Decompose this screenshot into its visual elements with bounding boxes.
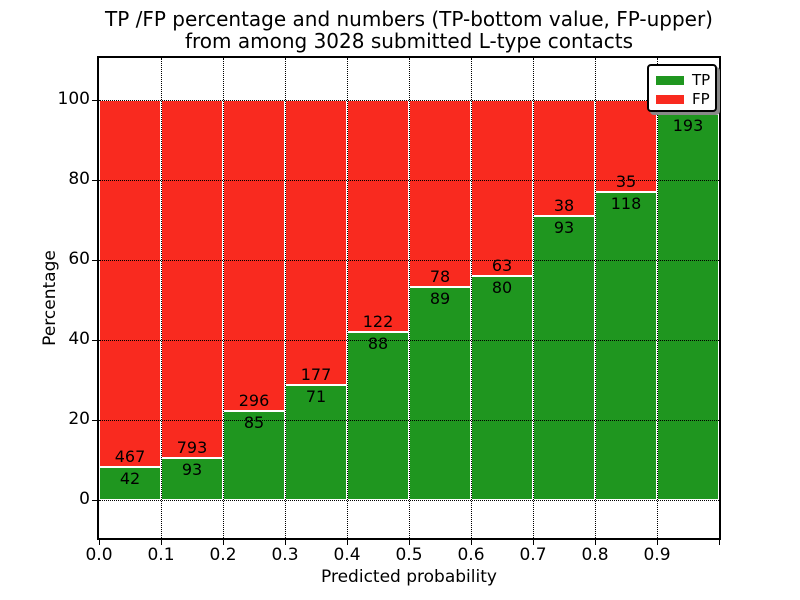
x-tick-label: 0.4 [333, 545, 361, 565]
vertical-gridline [595, 58, 596, 538]
legend-item-tp: TP [656, 71, 715, 90]
x-tick-label: 0.9 [643, 545, 671, 565]
x-tick-label: 0.3 [271, 545, 299, 565]
tp-count-label: 93 [553, 218, 575, 238]
tp-bar-segment [161, 458, 223, 500]
x-tick-mark [533, 540, 534, 545]
vertical-gridline [533, 58, 534, 538]
y-tick-mark [92, 420, 97, 421]
fp-count-label: 793 [176, 438, 208, 457]
fp-bar-segment [99, 100, 161, 467]
vertical-gridline [657, 58, 658, 538]
x-axis-label: Predicted probability [321, 567, 497, 587]
y-tick-mark [92, 500, 97, 501]
y-tick-mark [92, 100, 97, 101]
x-tick-mark [657, 540, 658, 545]
y-axis-label: Percentage [40, 250, 60, 346]
x-tick-label: 0.2 [209, 545, 237, 565]
y-tick-label: 0 [79, 489, 90, 509]
y-tick-label: 80 [68, 169, 90, 189]
x-tick-mark [161, 540, 162, 545]
tp-bar-segment [471, 276, 533, 500]
tp-bar-segment [657, 114, 719, 500]
tp-count-label: 88 [367, 334, 389, 354]
vertical-gridline [285, 58, 286, 538]
vertical-gridline [409, 58, 410, 538]
x-tick-mark [595, 540, 596, 545]
y-tick-mark [92, 180, 97, 181]
tp-count-label: 89 [429, 288, 451, 308]
fp-count-label: 122 [362, 312, 394, 332]
fp-count-label: 296 [238, 390, 270, 410]
x-tick-mark [347, 540, 348, 545]
y-tick-label: 60 [68, 249, 90, 269]
tp-count-label: 71 [305, 387, 327, 407]
tp-bar-segment [347, 332, 409, 500]
plot-area: 467 42 793 93 296 85 177 71 122 88 78 89 63 80 38 93 35 1… [97, 56, 721, 540]
y-tick-mark [92, 340, 97, 341]
tp-bar-segment [533, 216, 595, 500]
x-tick-label: 0.6 [457, 545, 485, 565]
tp-bar-segment [409, 286, 471, 500]
x-tick-label: 0.7 [519, 545, 547, 565]
chart-title-line2: from among 3028 submitted L-type contact… [184, 29, 634, 53]
fp-count-label: 63 [491, 256, 513, 276]
x-tick-label: 0.8 [581, 545, 609, 565]
legend: TP FP [647, 64, 717, 112]
x-tick-mark [471, 540, 472, 545]
legend-label-fp: FP [692, 90, 710, 108]
tp-bar-segment [285, 385, 347, 500]
chart-title-line1: TP /FP percentage and numbers (TP-bottom… [105, 7, 713, 31]
y-tick-mark [92, 260, 97, 261]
vertical-gridline [471, 58, 472, 538]
tp-bar-segment [223, 410, 285, 500]
tp-count-label: 193 [672, 116, 704, 135]
fp-count-label: 467 [114, 446, 146, 466]
vertical-gridline [347, 58, 348, 538]
x-tick-mark [285, 540, 286, 545]
y-tick-label: 20 [68, 409, 90, 429]
x-tick-label: 0.5 [395, 545, 423, 565]
grid-layer [99, 58, 719, 538]
x-tick-label: 0.1 [147, 545, 175, 565]
fp-count-label: 177 [300, 365, 332, 385]
chart-title: TP /FP percentage and numbers (TP-bottom… [99, 8, 719, 52]
fp-count-label: 35 [615, 171, 637, 191]
x-tick-mark [409, 540, 410, 545]
x-tick-mark [719, 540, 720, 545]
bars-layer [99, 58, 719, 538]
tp-color-swatch [656, 76, 684, 85]
tp-count-label: 42 [119, 468, 141, 488]
x-tick-mark [223, 540, 224, 545]
x-tick-mark [99, 540, 100, 545]
tp-count-label: 118 [610, 193, 642, 213]
legend-label-tp: TP [692, 71, 711, 89]
legend-item-fp: FP [656, 90, 715, 109]
tp-count-label: 93 [181, 460, 203, 479]
fp-count-label: 78 [429, 266, 451, 286]
tp-count-label: 80 [491, 278, 513, 298]
vertical-gridline [223, 58, 224, 538]
bar-value-labels-layer: 467 42 793 93 296 85 177 71 122 88 78 89 63 80 38 93 35 1… [99, 58, 719, 538]
y-tick-label: 40 [68, 329, 90, 349]
tp-bar-segment [99, 466, 161, 500]
fp-count-label: 38 [553, 196, 575, 216]
fp-color-swatch [656, 95, 684, 104]
fp-bar-segment [409, 100, 471, 287]
y-tick-label: 100 [57, 89, 90, 109]
x-tick-label: 0.0 [85, 545, 113, 565]
tp-count-label: 85 [243, 412, 265, 432]
vertical-gridline [161, 58, 162, 538]
